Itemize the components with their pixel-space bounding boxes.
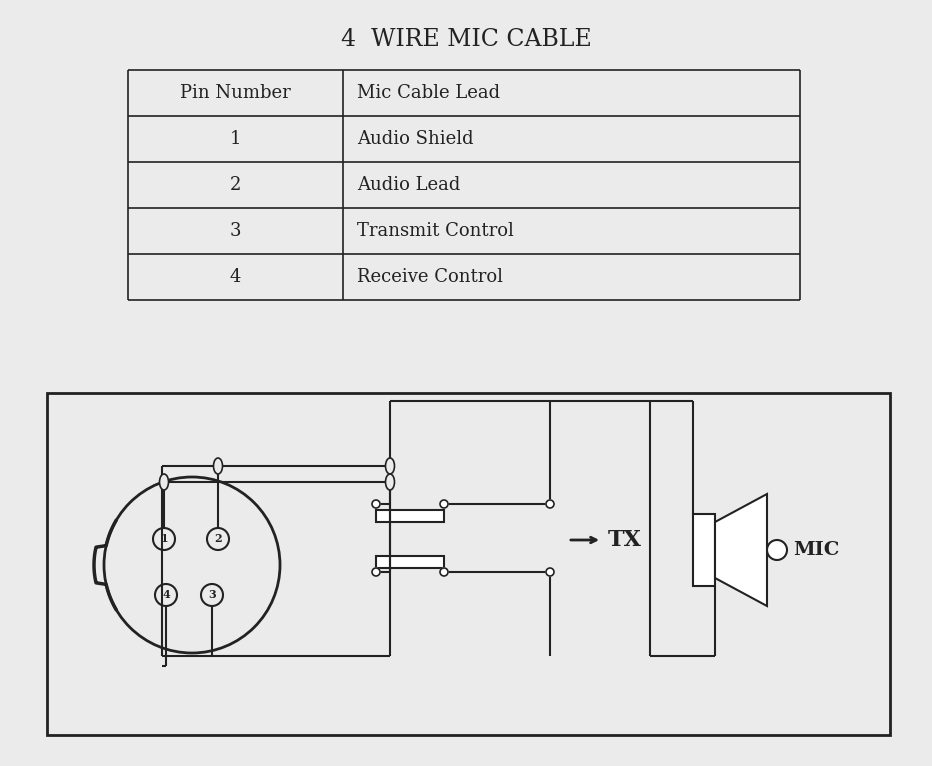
Text: 1: 1 xyxy=(160,533,168,545)
Text: Receive Control: Receive Control xyxy=(357,268,503,286)
Text: 3: 3 xyxy=(230,222,241,240)
Circle shape xyxy=(546,500,554,508)
Circle shape xyxy=(440,500,448,508)
Circle shape xyxy=(372,568,380,576)
Ellipse shape xyxy=(386,458,394,474)
Ellipse shape xyxy=(386,474,394,490)
Text: 4: 4 xyxy=(162,590,170,601)
Text: Transmit Control: Transmit Control xyxy=(357,222,514,240)
Ellipse shape xyxy=(159,474,169,490)
Text: 1: 1 xyxy=(230,130,241,148)
Circle shape xyxy=(372,500,380,508)
Text: Audio Lead: Audio Lead xyxy=(357,176,460,194)
Text: Audio Shield: Audio Shield xyxy=(357,130,473,148)
Text: 4  WIRE MIC CABLE: 4 WIRE MIC CABLE xyxy=(340,28,592,51)
Bar xyxy=(693,514,715,586)
Text: Mic Cable Lead: Mic Cable Lead xyxy=(357,84,500,102)
Text: TX: TX xyxy=(608,529,642,551)
Bar xyxy=(47,393,890,735)
Ellipse shape xyxy=(213,458,223,474)
Text: Pin Number: Pin Number xyxy=(180,84,291,102)
Text: 4: 4 xyxy=(230,268,241,286)
Bar xyxy=(376,510,444,522)
Text: MIC: MIC xyxy=(793,541,840,559)
Circle shape xyxy=(767,540,787,560)
Text: 2: 2 xyxy=(230,176,241,194)
Text: 3: 3 xyxy=(208,590,216,601)
Bar xyxy=(376,556,444,568)
Circle shape xyxy=(440,568,448,576)
Circle shape xyxy=(546,568,554,576)
Text: 2: 2 xyxy=(214,533,222,545)
Polygon shape xyxy=(715,494,767,606)
